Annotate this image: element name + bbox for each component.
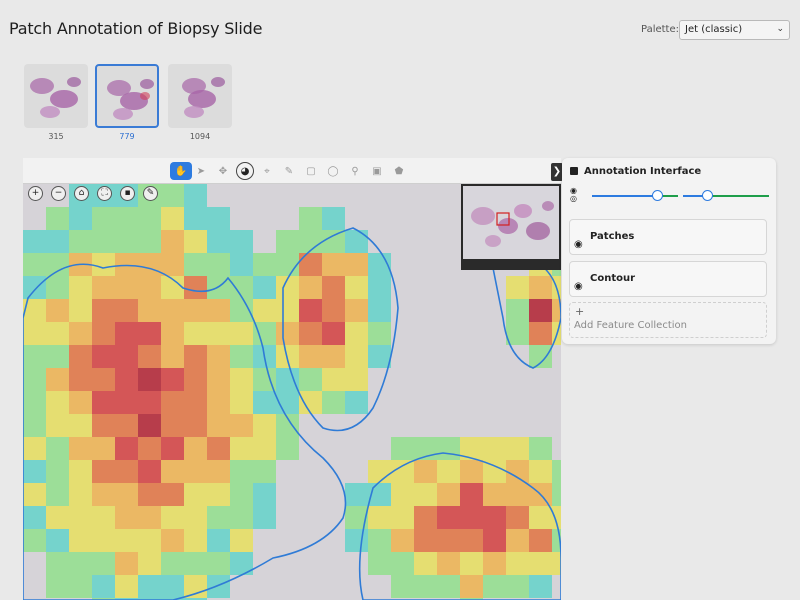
- point-icon[interactable]: ⚲: [351, 165, 359, 177]
- layer-label: Patches: [590, 231, 635, 242]
- add-feature-collection-button[interactable]: + Add Feature Collection: [569, 302, 767, 338]
- slide-thumbnail[interactable]: [24, 64, 88, 128]
- layer-card-contour[interactable]: ◉ Contour: [569, 261, 767, 297]
- plus-icon: +: [575, 305, 585, 318]
- threshold-slider[interactable]: [683, 190, 769, 201]
- polygon-icon[interactable]: ⌖: [264, 165, 270, 177]
- move-icon[interactable]: ✥: [218, 165, 228, 177]
- image-icon[interactable]: ▣: [372, 165, 382, 177]
- ellipse-icon[interactable]: ◯: [327, 165, 339, 177]
- pointer-icon[interactable]: ➤: [196, 165, 206, 177]
- pencil-button[interactable]: ✎: [143, 186, 158, 201]
- annotation-toolbar: ✋ ➤ ✥ ◕ ⌖ ✎ ▢ ◯ ⚲ ▣ ⬟: [23, 158, 561, 184]
- layer-label: Contour: [590, 273, 636, 284]
- brush-icon[interactable]: ✎: [284, 165, 294, 177]
- palette-icon[interactable]: ◕: [236, 162, 254, 180]
- minimap[interactable]: [461, 184, 561, 270]
- tag-icon[interactable]: ⬟: [394, 165, 404, 177]
- fullpage-button[interactable]: ⛶: [97, 186, 112, 201]
- add-feature-collection-label: Add Feature Collection: [574, 320, 687, 331]
- chevron-down-icon: ⌄: [776, 24, 784, 34]
- opacity-slider[interactable]: [592, 190, 678, 201]
- save-icon[interactable]: [570, 167, 578, 175]
- slide-thumbnail[interactable]: [95, 64, 159, 128]
- palette-select-value: Jet (classic): [685, 24, 743, 35]
- eye-icon[interactable]: ◉: [574, 239, 583, 250]
- palette-label: Palette:: [641, 24, 680, 35]
- thumbnail-label: 1094: [189, 132, 211, 141]
- thumbnail-label: 779: [119, 132, 135, 141]
- zoom-out-button[interactable]: −: [51, 186, 66, 201]
- layer-card-patches[interactable]: ◉ Patches: [569, 219, 767, 255]
- pan-hand-icon[interactable]: ✋: [170, 162, 192, 180]
- toolbar-toggle-button[interactable]: ❯: [551, 163, 563, 181]
- minimap-viewport-rect: [496, 212, 510, 226]
- save-view-button[interactable]: ▪: [120, 186, 135, 201]
- zoom-in-button[interactable]: +: [28, 186, 43, 201]
- thumbnail-label: 315: [48, 132, 64, 141]
- panel-title: Annotation Interface: [584, 166, 702, 177]
- eye-icon[interactable]: ◉: [574, 281, 583, 292]
- home-button[interactable]: ⌂: [74, 186, 89, 201]
- page-title: Patch Annotation of Biopsy Slide: [9, 19, 263, 38]
- visibility-toggle-icon[interactable]: ◉ ◎: [570, 186, 577, 203]
- rectangle-icon[interactable]: ▢: [306, 165, 316, 177]
- palette-select[interactable]: Jet (classic) ⌄: [679, 20, 790, 40]
- minimap-slide-image: [463, 186, 559, 259]
- slide-thumbnail[interactable]: [168, 64, 232, 128]
